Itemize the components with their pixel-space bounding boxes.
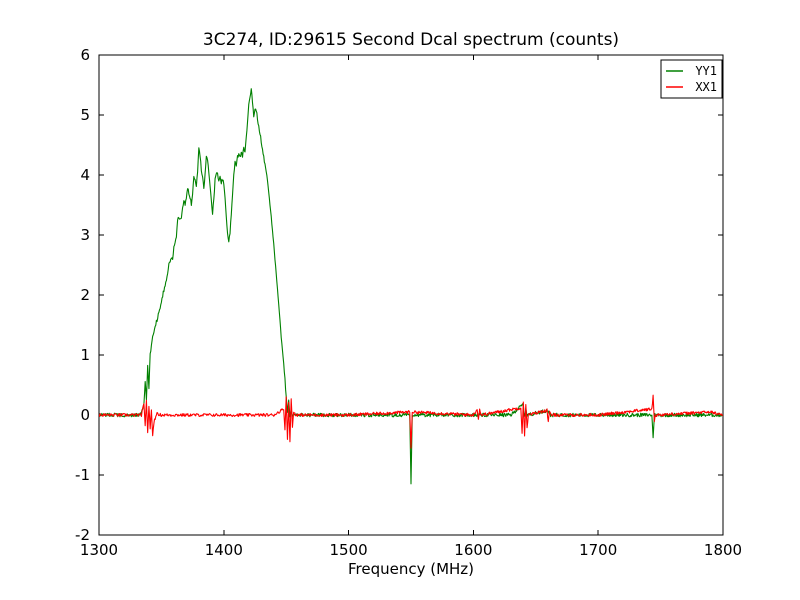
y-tick-label: 0 [80,406,90,424]
y-tick-label: 3 [80,226,90,244]
data-series-layer [99,88,723,485]
x-axis-title: Frequency (MHz) [348,560,474,578]
x-tick-label: 1500 [330,541,368,559]
y-tick-label: 4 [80,166,90,184]
y-tick-label: -2 [75,526,90,544]
x-tick-label: 1700 [579,541,617,559]
chart-title: 3C274, ID:29615 Second Dcal spectrum (co… [203,30,619,50]
series-line-xx1 [99,394,723,449]
y-tick-label: 6 [80,46,90,64]
legend-label-yy1[interactable]: YY1 [695,64,717,78]
y-tick-label: 1 [80,346,90,364]
x-axis-ticks: 1300 1400 1500 1600 1700 1800 [80,55,742,559]
legend-label-xx1[interactable]: XX1 [695,80,717,94]
y-tick-label: 2 [80,286,90,304]
y-axis-ticks: -2 -1 0 1 2 3 4 5 6 [75,46,723,544]
y-tick-label: 5 [80,106,90,124]
x-tick-label: 1800 [704,541,742,559]
x-tick-label: 1400 [205,541,243,559]
x-tick-label: 1600 [454,541,492,559]
legend-box [660,59,723,99]
y-tick-label: -1 [75,466,90,484]
x-tick-label: 1300 [80,541,118,559]
